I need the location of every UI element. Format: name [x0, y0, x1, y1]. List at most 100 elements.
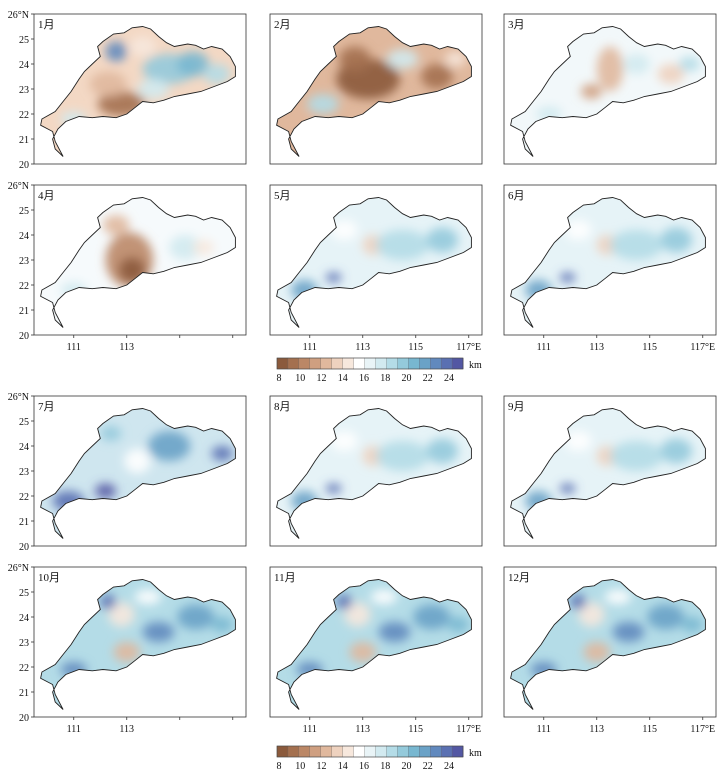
lat-tick-label: 21 — [19, 135, 29, 146]
colorbar-tick-label: 22 — [423, 373, 433, 384]
visibility-field — [276, 408, 472, 539]
colorbar: 8 10 12 14 16 18 20 22 24 km — [276, 745, 482, 772]
province-boundary — [276, 26, 472, 157]
visibility-field — [40, 579, 236, 710]
month-label: 3月 — [508, 19, 525, 31]
lat-tick-label: 24 — [19, 60, 29, 71]
colorbar-tick-label: 24 — [444, 373, 454, 384]
lat-tick-label: 23 — [19, 467, 29, 478]
visibility-field — [510, 408, 706, 539]
panel-frame — [503, 566, 717, 718]
colorbar-swatch — [276, 745, 289, 758]
province-boundary — [510, 26, 706, 157]
lat-tick-label: 24 — [19, 442, 29, 453]
lon-tick-label: 117°E — [456, 342, 481, 353]
panel-frame — [269, 566, 483, 718]
visibility-field — [276, 26, 472, 157]
panel-frame — [503, 395, 717, 547]
panel-frame — [269, 184, 483, 336]
lon-tick-label: 113 — [355, 342, 370, 353]
lon-tick-label: 111 — [303, 342, 317, 353]
lon-tick-label: 111 — [537, 724, 551, 735]
lat-tick-label: 20 — [19, 160, 29, 171]
lon-tick-label: 115 — [642, 342, 657, 353]
month-label: 5月 — [274, 190, 291, 202]
month-label: 10月 — [38, 572, 60, 584]
colorbar-swatch — [353, 745, 365, 758]
map-panel: 10月 26°N 25 24 23 22 21 20 111 113 — [8, 563, 247, 735]
month-label: 12月 — [508, 572, 530, 584]
panel-frame — [503, 13, 717, 165]
lon-tick-label: 111 — [67, 724, 81, 735]
lon-tick-label: 113 — [119, 724, 134, 735]
lat-tick-label: 20 — [19, 542, 29, 553]
colorbar-swatch — [386, 357, 398, 370]
lat-tick-label: 25 — [19, 206, 29, 217]
map-panel: 6月 111 113 115 117°E — [503, 184, 717, 353]
lon-tick-label: 111 — [303, 724, 317, 735]
visibility-field — [510, 26, 706, 157]
colorbar-tick-label: 24 — [444, 761, 454, 772]
province-boundary — [40, 408, 236, 539]
month-label: 6月 — [508, 190, 525, 202]
colorbar-swatch — [397, 745, 409, 758]
lon-tick-label: 113 — [355, 724, 370, 735]
colorbar-tick-label: 10 — [295, 373, 305, 384]
province-boundary — [510, 408, 706, 539]
province-boundary — [510, 579, 706, 710]
province-boundary — [40, 26, 236, 157]
panel-frame — [269, 395, 483, 547]
colorbar-tick-label: 20 — [402, 761, 412, 772]
province-boundary — [40, 197, 236, 328]
colorbar-swatch — [419, 745, 431, 758]
lon-tick-label: 113 — [589, 342, 604, 353]
lat-tick-label: 22 — [19, 110, 29, 121]
lat-tick-label: 20 — [19, 331, 29, 342]
map-panel: 9月 — [503, 395, 717, 547]
map-panel: 1月 26°N 25 24 23 22 21 20 — [8, 10, 247, 171]
colorbar-swatch — [320, 745, 333, 758]
colorbar-swatch — [287, 357, 300, 370]
colorbar-tick-label: 22 — [423, 761, 433, 772]
lat-tick-label: 25 — [19, 35, 29, 46]
colorbar-swatch — [364, 745, 376, 758]
colorbar-swatch — [397, 357, 409, 370]
lon-tick-label: 113 — [119, 342, 134, 353]
lon-tick-label: 115 — [408, 342, 423, 353]
colorbar-swatch — [320, 357, 333, 370]
lon-tick-label: 117°E — [690, 342, 715, 353]
lat-tick-label: 25 — [19, 417, 29, 428]
colorbar-swatch — [375, 745, 387, 758]
colorbar-swatch — [451, 357, 464, 370]
colorbar-swatch — [408, 745, 420, 758]
colorbar-swatch — [298, 357, 311, 370]
colorbar-swatch — [331, 357, 344, 370]
colorbar-tick-label: 8 — [277, 373, 282, 384]
province-boundary — [276, 408, 472, 539]
panel-frame — [503, 184, 717, 336]
colorbar-swatch — [440, 357, 453, 370]
lat-tick-label: 21 — [19, 688, 29, 699]
colorbar-swatch — [298, 745, 311, 758]
colorbar-tick-label: 10 — [295, 761, 305, 772]
visibility-field — [276, 197, 472, 328]
colorbar-tick-label: 20 — [402, 373, 412, 384]
lat-tick-label: 24 — [19, 613, 29, 624]
lat-tick-label: 22 — [19, 492, 29, 503]
colorbar-swatch — [342, 357, 355, 370]
lon-tick-label: 115 — [408, 724, 423, 735]
province-boundary — [40, 579, 236, 710]
visibility-field — [40, 197, 236, 328]
colorbar-swatch — [408, 357, 420, 370]
panel-frame — [269, 13, 483, 165]
lat-tick-label: 22 — [19, 281, 29, 292]
map-panel: 2月 — [269, 13, 483, 165]
map-panel: 11月 111 113 115 117°E — [269, 566, 483, 735]
lat-tick-label: 24 — [19, 231, 29, 242]
lon-tick-label: 117°E — [690, 724, 715, 735]
colorbar-tick-label: 16 — [359, 373, 369, 384]
map-panel: 3月 — [503, 13, 717, 165]
visibility-field — [276, 579, 472, 710]
colorbar-swatch — [430, 357, 442, 370]
